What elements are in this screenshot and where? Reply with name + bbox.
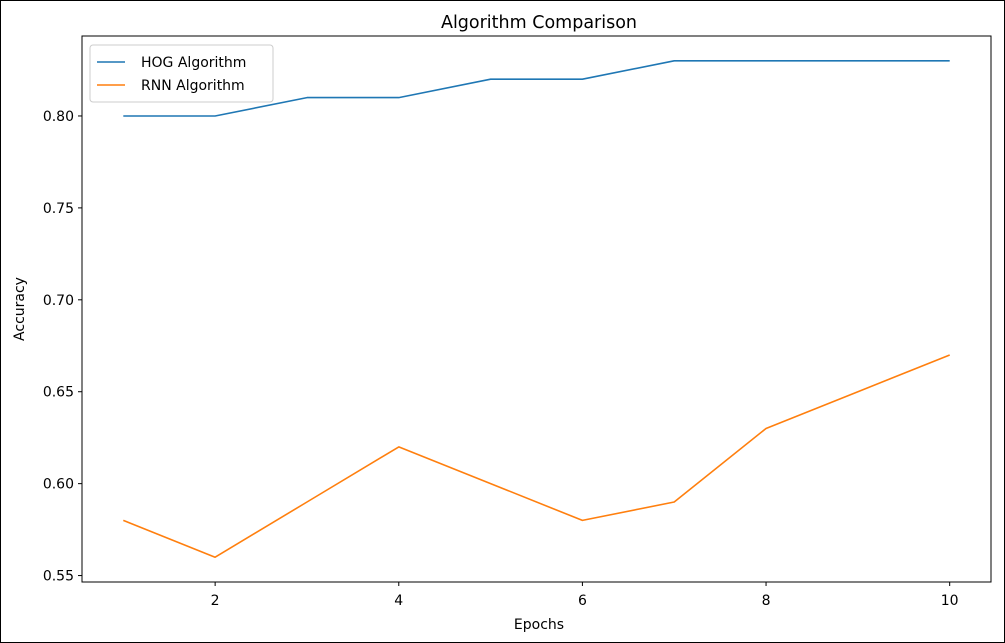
series-line-hog (123, 59, 950, 117)
legend-label: RNN Algorithm (141, 78, 245, 94)
y-axis: 0.55 0.60 0.65 0.70 0.75 0.80 (43, 109, 82, 585)
x-axis-label: Epochs (514, 617, 564, 633)
y-tick-label: 0.60 (43, 477, 74, 493)
y-tick-label: 0.55 (43, 569, 74, 585)
x-tick-label: 2 (211, 593, 220, 609)
series-layer (123, 59, 950, 559)
y-tick-label: 0.80 (43, 109, 74, 125)
y-tick-label: 0.75 (43, 201, 74, 217)
chart-title: Algorithm Comparison (441, 13, 637, 33)
legend: HOG Algorithm RNN Algorithm (89, 44, 274, 103)
legend-label: HOG Algorithm (141, 55, 246, 71)
plot-area (81, 35, 992, 583)
x-tick-label: 8 (762, 593, 771, 609)
x-tick-label: 4 (394, 593, 403, 609)
x-tick-label: 6 (578, 593, 587, 609)
x-tick-label: 10 (941, 593, 959, 609)
y-tick-label: 0.70 (43, 293, 74, 309)
series-line-rnn (123, 354, 950, 559)
legend-box (89, 44, 274, 103)
y-tick-label: 0.65 (43, 385, 74, 401)
y-axis-label: Accuracy (12, 277, 28, 341)
x-axis: 2 4 6 8 10 (211, 582, 959, 609)
